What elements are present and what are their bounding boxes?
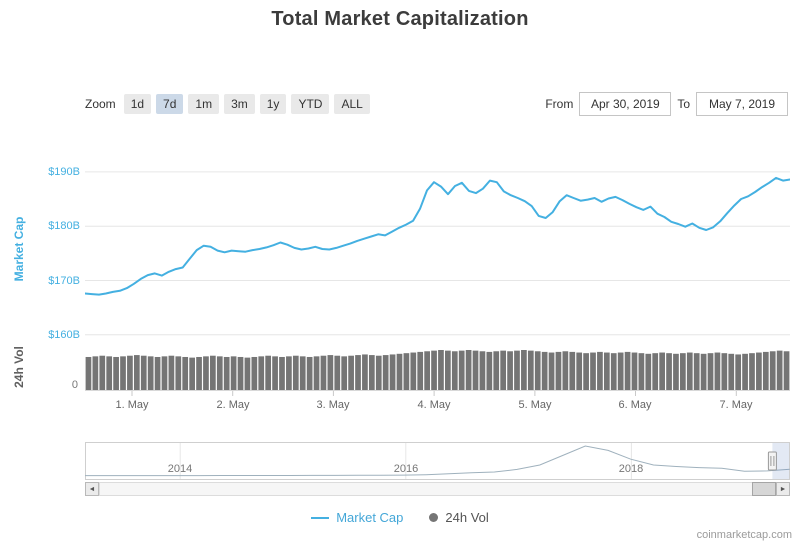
zoom-3m-button[interactable]: 3m xyxy=(224,94,255,114)
scrollbar-left-arrow[interactable]: ◄ xyxy=(85,482,99,496)
attribution: coinmarketcap.com xyxy=(696,529,792,541)
legend: Market Cap 24h Vol xyxy=(0,510,800,525)
zoom-group: Zoom 1d 7d 1m 3m 1y YTD ALL xyxy=(85,94,375,114)
navigator-tick-2016: 2016 xyxy=(393,463,419,475)
legend-24h-vol-label: 24h Vol xyxy=(445,510,489,525)
market-cap-axis-title: Market Cap xyxy=(12,216,26,282)
legend-item-market-cap[interactable]: Market Cap xyxy=(311,510,403,525)
from-date-input[interactable] xyxy=(579,92,672,116)
zoom-1y-button[interactable]: 1y xyxy=(259,94,287,114)
legend-item-24h-vol[interactable]: 24h Vol xyxy=(429,510,489,525)
zoom-all-button[interactable]: ALL xyxy=(334,94,370,114)
range-toolbar: Zoom 1d 7d 1m 3m 1y YTD ALL From To xyxy=(85,92,788,116)
x-tick-may6: 6. May xyxy=(618,399,652,411)
legend-market-cap-label: Market Cap xyxy=(336,510,404,525)
navigator-tick-2014: 2014 xyxy=(167,463,193,475)
x-axis-ticks xyxy=(131,391,737,396)
x-tick-may1: 1. May xyxy=(115,399,149,411)
volume-dot-icon xyxy=(429,513,439,522)
date-range-group: From To xyxy=(539,92,788,116)
scrollbar-right-arrow[interactable]: ► xyxy=(776,482,790,496)
zoom-label: Zoom xyxy=(85,97,116,111)
volume-bar-chart[interactable] xyxy=(85,345,790,391)
y-tick-180: $180B xyxy=(48,220,80,232)
navigator[interactable] xyxy=(85,442,790,480)
x-tick-may3: 3. May xyxy=(316,399,350,411)
zoom-1d-button[interactable]: 1d xyxy=(123,94,152,114)
zoom-1m-button[interactable]: 1m xyxy=(188,94,220,114)
zoom-7d-button[interactable]: 7d xyxy=(156,94,184,114)
x-tick-may5: 5. May xyxy=(518,399,552,411)
x-tick-may4: 4. May xyxy=(417,399,451,411)
scrollbar-track[interactable] xyxy=(99,482,776,496)
market-cap-line-icon xyxy=(311,516,330,519)
y-tick-190: $190B xyxy=(48,166,80,178)
scrollbar-thumb[interactable] xyxy=(752,482,776,496)
to-label: To xyxy=(677,97,690,111)
x-tick-may2: 2. May xyxy=(216,399,250,411)
zoom-ytd-button[interactable]: YTD xyxy=(291,94,330,114)
to-date-input[interactable] xyxy=(696,92,788,116)
chart-title: Total Market Capitalization xyxy=(271,8,529,30)
navigator-tick-2018: 2018 xyxy=(618,463,644,475)
y-tick-170: $170B xyxy=(48,275,80,287)
y-tick-160: $160B xyxy=(48,329,80,341)
market-cap-line-chart[interactable] xyxy=(85,148,790,338)
from-label: From xyxy=(545,97,574,111)
volume-axis-title: 24h Vol xyxy=(12,346,26,388)
navigator-handle[interactable] xyxy=(767,451,777,471)
volume-tick-0: 0 xyxy=(71,379,78,391)
x-tick-may7: 7. May xyxy=(719,399,753,411)
